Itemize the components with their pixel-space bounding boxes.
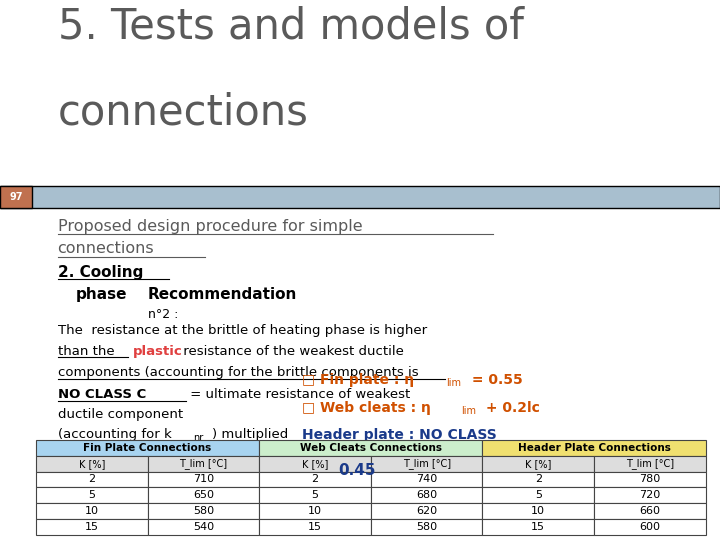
Text: 660: 660 bbox=[639, 506, 660, 516]
Text: components (accounting for the brittle components is: components (accounting for the brittle c… bbox=[58, 366, 418, 379]
Text: + 0.2lc: + 0.2lc bbox=[481, 401, 540, 415]
FancyBboxPatch shape bbox=[371, 471, 482, 487]
FancyBboxPatch shape bbox=[371, 487, 482, 503]
Text: connections: connections bbox=[58, 241, 154, 256]
Text: 10: 10 bbox=[308, 506, 322, 516]
Text: T_lim [°C]: T_lim [°C] bbox=[402, 458, 451, 469]
FancyBboxPatch shape bbox=[482, 440, 706, 456]
Text: 2: 2 bbox=[312, 475, 318, 484]
Text: 5: 5 bbox=[312, 490, 318, 500]
Text: plastic: plastic bbox=[133, 345, 183, 357]
Text: Web Cleats Connections: Web Cleats Connections bbox=[300, 443, 442, 453]
FancyBboxPatch shape bbox=[36, 471, 148, 487]
Text: 720: 720 bbox=[639, 490, 660, 500]
Text: phase: phase bbox=[76, 287, 127, 302]
FancyBboxPatch shape bbox=[259, 456, 371, 471]
FancyBboxPatch shape bbox=[371, 503, 482, 519]
Text: 0.45: 0.45 bbox=[338, 463, 376, 478]
Text: than the: than the bbox=[58, 345, 114, 357]
Text: resistance of the weakest ductile: resistance of the weakest ductile bbox=[179, 345, 403, 357]
FancyBboxPatch shape bbox=[594, 519, 706, 535]
Text: K [%]: K [%] bbox=[525, 458, 552, 469]
Text: 780: 780 bbox=[639, 475, 660, 484]
Text: 15: 15 bbox=[308, 522, 322, 532]
Text: 10: 10 bbox=[85, 506, 99, 516]
Text: 580: 580 bbox=[193, 506, 214, 516]
FancyBboxPatch shape bbox=[259, 440, 482, 456]
Text: = ultimate resistance of weakest: = ultimate resistance of weakest bbox=[186, 388, 410, 401]
Text: 15: 15 bbox=[531, 522, 545, 532]
FancyBboxPatch shape bbox=[259, 487, 371, 503]
Text: T_lim [°C]: T_lim [°C] bbox=[626, 458, 674, 469]
FancyBboxPatch shape bbox=[36, 456, 148, 471]
FancyBboxPatch shape bbox=[482, 471, 594, 487]
Text: 15: 15 bbox=[85, 522, 99, 532]
FancyBboxPatch shape bbox=[36, 519, 148, 535]
Text: 710: 710 bbox=[193, 475, 214, 484]
FancyBboxPatch shape bbox=[482, 519, 594, 535]
Text: 580: 580 bbox=[416, 522, 437, 532]
FancyBboxPatch shape bbox=[371, 519, 482, 535]
Text: lim: lim bbox=[461, 406, 476, 416]
Text: 2. Cooling: 2. Cooling bbox=[58, 265, 143, 280]
Text: Header plate : NO CLASS: Header plate : NO CLASS bbox=[302, 428, 497, 442]
FancyBboxPatch shape bbox=[371, 456, 482, 471]
FancyBboxPatch shape bbox=[482, 456, 594, 471]
Text: Fin Plate Connections: Fin Plate Connections bbox=[84, 443, 212, 453]
Text: □ Fin plate : η: □ Fin plate : η bbox=[302, 373, 415, 387]
Text: (accounting for k: (accounting for k bbox=[58, 428, 171, 441]
FancyBboxPatch shape bbox=[482, 487, 594, 503]
Text: Recommendation: Recommendation bbox=[148, 287, 297, 302]
FancyBboxPatch shape bbox=[36, 503, 148, 519]
Text: ) multiplied: ) multiplied bbox=[212, 428, 289, 441]
Text: NO CLASS C: NO CLASS C bbox=[58, 388, 146, 401]
FancyBboxPatch shape bbox=[594, 471, 706, 487]
Text: ductile component: ductile component bbox=[58, 408, 183, 421]
FancyBboxPatch shape bbox=[36, 487, 148, 503]
Text: The  resistance at the brittle of heating phase is higher: The resistance at the brittle of heating… bbox=[58, 324, 427, 337]
FancyBboxPatch shape bbox=[259, 471, 371, 487]
Text: 2: 2 bbox=[535, 475, 541, 484]
FancyBboxPatch shape bbox=[259, 503, 371, 519]
Text: connections: connections bbox=[58, 92, 308, 134]
Text: 740: 740 bbox=[416, 475, 437, 484]
Text: 600: 600 bbox=[639, 522, 660, 532]
FancyBboxPatch shape bbox=[482, 503, 594, 519]
FancyBboxPatch shape bbox=[259, 519, 371, 535]
FancyBboxPatch shape bbox=[148, 519, 259, 535]
Text: T_lim [°C]: T_lim [°C] bbox=[179, 458, 228, 469]
FancyBboxPatch shape bbox=[148, 503, 259, 519]
Text: Header Plate Connections: Header Plate Connections bbox=[518, 443, 670, 453]
Text: Proposed design procedure for simple: Proposed design procedure for simple bbox=[58, 219, 362, 234]
Text: n°2 :: n°2 : bbox=[148, 308, 178, 321]
Text: 5: 5 bbox=[89, 490, 95, 500]
Text: K [%]: K [%] bbox=[78, 458, 105, 469]
Text: K [%]: K [%] bbox=[302, 458, 328, 469]
FancyBboxPatch shape bbox=[148, 471, 259, 487]
FancyBboxPatch shape bbox=[148, 456, 259, 471]
Text: lim: lim bbox=[446, 378, 462, 388]
FancyBboxPatch shape bbox=[594, 503, 706, 519]
FancyBboxPatch shape bbox=[0, 186, 32, 208]
Text: 97: 97 bbox=[9, 192, 22, 202]
Text: 5: 5 bbox=[535, 490, 541, 500]
FancyBboxPatch shape bbox=[594, 487, 706, 503]
FancyBboxPatch shape bbox=[148, 487, 259, 503]
FancyBboxPatch shape bbox=[594, 456, 706, 471]
FancyBboxPatch shape bbox=[0, 186, 720, 208]
Text: □ Web cleats : η: □ Web cleats : η bbox=[302, 401, 431, 415]
Text: 5. Tests and models of: 5. Tests and models of bbox=[58, 5, 523, 48]
Text: 650: 650 bbox=[193, 490, 214, 500]
Text: 680: 680 bbox=[416, 490, 437, 500]
FancyBboxPatch shape bbox=[36, 440, 259, 456]
Text: 540: 540 bbox=[193, 522, 214, 532]
Text: 10: 10 bbox=[531, 506, 545, 516]
Text: 2: 2 bbox=[89, 475, 95, 484]
Text: = 0.55: = 0.55 bbox=[467, 373, 522, 387]
Text: 620: 620 bbox=[416, 506, 437, 516]
Text: nr: nr bbox=[193, 433, 203, 443]
